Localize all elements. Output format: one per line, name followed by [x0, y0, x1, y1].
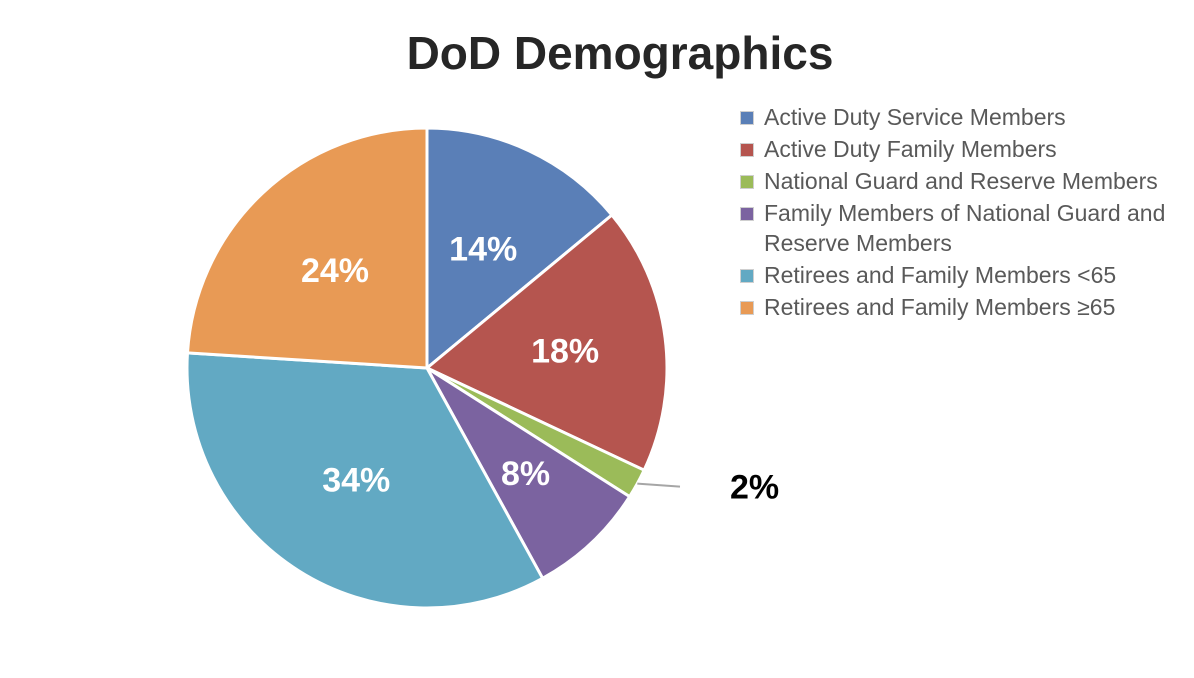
legend-item-0: Active Duty Service Members [740, 102, 1180, 132]
legend-item-1: Active Duty Family Members [740, 134, 1180, 164]
legend-label-4: Retirees and Family Members <65 [764, 262, 1117, 288]
slice-label-outside-2: 2% [730, 469, 779, 507]
slice-label-1: 18% [531, 333, 599, 371]
legend-item-3: Family Members of National Guard and Res… [740, 198, 1180, 258]
slice-label-0: 14% [449, 231, 517, 269]
slice-label-4: 34% [322, 461, 390, 499]
legend-swatch-4 [740, 269, 754, 283]
legend-item-5: Retirees and Family Members ≥65 [740, 292, 1180, 322]
legend-swatch-3 [740, 207, 754, 221]
legend-label-0: Active Duty Service Members [764, 104, 1066, 130]
legend-swatch-5 [740, 301, 754, 315]
legend-swatch-2 [740, 175, 754, 189]
pie-slice-3 [425, 366, 632, 580]
slice-label-3: 8% [501, 455, 550, 493]
pie-slice-0 [425, 126, 614, 370]
pie-slice-1 [425, 213, 669, 472]
slice-label-5: 24% [301, 252, 369, 290]
legend-label-1: Active Duty Family Members [764, 136, 1057, 162]
chart-title: DoD Demographics [406, 27, 834, 79]
legend-item-2: National Guard and Reserve Members [740, 166, 1180, 196]
leader-line-2 [637, 482, 681, 488]
legend-swatch-0 [740, 111, 754, 125]
pie-slice-4 [185, 351, 545, 610]
legend-swatch-1 [740, 143, 754, 157]
legend: Active Duty Service Members Active Duty F… [740, 102, 1180, 324]
legend-label-3: Family Members of National Guard and Res… [764, 200, 1166, 256]
legend-item-4: Retirees and Family Members <65 [740, 260, 1180, 290]
legend-label-5: Retirees and Family Members ≥65 [764, 294, 1116, 320]
pie-slice-5 [185, 126, 429, 370]
legend-label-2: National Guard and Reserve Members [764, 168, 1158, 194]
